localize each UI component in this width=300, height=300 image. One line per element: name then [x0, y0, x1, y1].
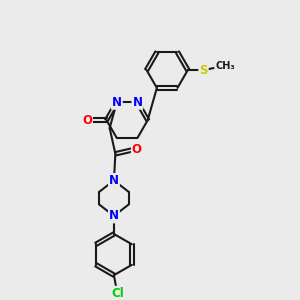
Text: N: N	[132, 96, 142, 109]
Text: S: S	[199, 64, 208, 76]
Text: Cl: Cl	[112, 287, 124, 300]
Text: N: N	[109, 174, 119, 187]
Text: CH₃: CH₃	[215, 61, 235, 71]
Text: O: O	[132, 143, 142, 156]
Text: N: N	[109, 209, 119, 222]
Text: O: O	[82, 114, 92, 127]
Text: N: N	[112, 96, 122, 109]
